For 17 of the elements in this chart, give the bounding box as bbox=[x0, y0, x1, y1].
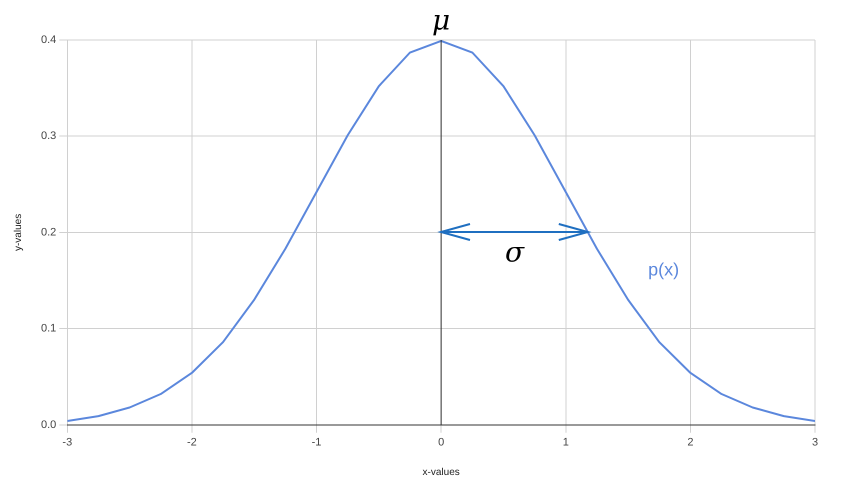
x-tick-label: 0 bbox=[438, 436, 444, 448]
x-tick-label: -1 bbox=[312, 436, 322, 448]
series-label: p(x) bbox=[648, 260, 680, 280]
x-tick-label: 1 bbox=[562, 436, 569, 448]
x-tick-label: 3 bbox=[812, 436, 818, 448]
x-tick-label: -2 bbox=[187, 436, 197, 448]
x-axis-title: x-values bbox=[422, 466, 460, 478]
annotation: σ bbox=[504, 236, 525, 269]
y-tick-label: 0.2 bbox=[40, 226, 56, 238]
y-tick-label: 0.3 bbox=[40, 130, 56, 142]
y-tick-label: 0.4 bbox=[40, 34, 56, 46]
x-tick-label: -3 bbox=[62, 436, 72, 448]
y-axis-title: y-values bbox=[12, 214, 24, 252]
x-tick-label: 2 bbox=[687, 436, 694, 448]
y-tick-label: 0.1 bbox=[40, 322, 56, 335]
y-tick-label: 0.0 bbox=[40, 418, 56, 431]
ref-line-label: μ bbox=[432, 3, 450, 36]
